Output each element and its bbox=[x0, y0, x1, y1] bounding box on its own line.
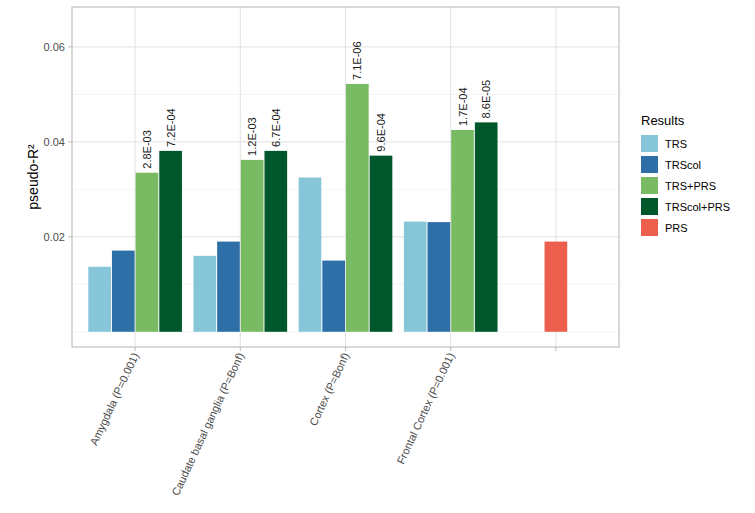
bar bbox=[404, 222, 427, 332]
data-label: 1.2E-03 bbox=[246, 117, 258, 156]
x-tick bbox=[345, 347, 346, 351]
legend-label: PRS bbox=[665, 222, 688, 234]
x-tick-label: Amygdala (P=0.001) bbox=[88, 351, 141, 447]
data-label: 1.7E-04 bbox=[457, 87, 469, 126]
x-grid-line bbox=[345, 7, 346, 347]
bar bbox=[112, 251, 135, 332]
legend-title: Results bbox=[641, 113, 685, 128]
data-label: 7.1E-06 bbox=[351, 41, 363, 80]
x-tick bbox=[450, 347, 451, 351]
bar bbox=[159, 151, 182, 332]
bar bbox=[217, 242, 240, 332]
legend-key bbox=[641, 135, 658, 152]
legend-label: TRS+PRS bbox=[665, 180, 716, 192]
x-grid-line bbox=[135, 7, 136, 347]
x-grid-line bbox=[240, 7, 241, 347]
grid bbox=[72, 7, 619, 347]
chart: 0.02 0.04 0.06 2.8E-03 7.2E-04 1.2E-03 6.7E-04… bbox=[0, 0, 755, 513]
grid-line bbox=[72, 46, 619, 47]
bar bbox=[88, 267, 111, 332]
x-tick-label: Frontal Cortex (P=0.001) bbox=[394, 351, 456, 466]
bar bbox=[428, 222, 451, 332]
data-label: 9.6E-04 bbox=[375, 113, 387, 152]
bar bbox=[299, 177, 322, 331]
y-tick-label: 0.02 bbox=[44, 231, 65, 243]
y-tick bbox=[68, 46, 72, 47]
y-tick-label: 0.06 bbox=[44, 41, 65, 53]
bar bbox=[241, 160, 264, 332]
y-tick bbox=[68, 236, 72, 237]
bar bbox=[475, 122, 498, 331]
bar bbox=[545, 242, 568, 332]
bar bbox=[370, 156, 393, 332]
data-label: 2.8E-03 bbox=[141, 130, 153, 169]
x-tick bbox=[240, 347, 241, 351]
legend-label: TRS bbox=[665, 138, 687, 150]
data-label: 8.6E-05 bbox=[480, 80, 492, 119]
legend-key bbox=[641, 177, 658, 194]
bar bbox=[136, 173, 159, 332]
legend-key bbox=[641, 219, 658, 236]
panel-border bbox=[72, 7, 619, 347]
x-grid-line bbox=[450, 7, 451, 347]
y-axis-label: pseudo-R² bbox=[25, 144, 41, 210]
legend-key bbox=[641, 198, 658, 215]
bar bbox=[451, 130, 474, 332]
grid-line bbox=[72, 141, 619, 142]
bar bbox=[193, 256, 216, 332]
data-label: 7.2E-04 bbox=[165, 108, 177, 147]
x-tick-label: Cortex (P=Bonf) bbox=[307, 351, 351, 428]
y-tick bbox=[68, 141, 72, 142]
bar bbox=[322, 261, 345, 332]
legend-label: TRScol+PRS bbox=[665, 201, 730, 213]
x-tick bbox=[135, 347, 136, 351]
legend-label: TRScol bbox=[665, 159, 701, 171]
bars bbox=[88, 84, 567, 332]
legend-key bbox=[641, 156, 658, 173]
data-label: 6.7E-04 bbox=[270, 108, 282, 147]
y-tick-label: 0.04 bbox=[44, 136, 65, 148]
data-labels: 2.8E-03 7.2E-04 1.2E-03 6.7E-04 7.1E-06 9.6E-… bbox=[141, 41, 492, 168]
bar bbox=[264, 151, 287, 332]
x-tick-label: Caudate basal ganglia (P=Bonf) bbox=[169, 351, 246, 498]
panel bbox=[72, 7, 619, 347]
bar bbox=[346, 84, 369, 332]
x-tick bbox=[555, 347, 556, 351]
